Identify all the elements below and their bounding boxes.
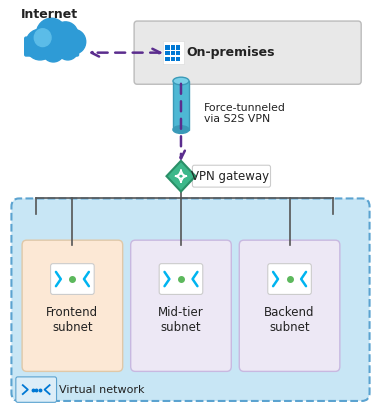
Circle shape [53,22,78,49]
FancyBboxPatch shape [171,45,175,50]
FancyBboxPatch shape [176,45,180,50]
FancyBboxPatch shape [51,264,94,294]
Text: Frontend
subnet: Frontend subnet [46,306,98,335]
Text: Mid-tier
subnet: Mid-tier subnet [158,306,204,335]
FancyBboxPatch shape [173,81,189,130]
Ellipse shape [173,77,189,85]
FancyBboxPatch shape [22,240,123,371]
Text: Force-tunneled
via S2S VPN: Force-tunneled via S2S VPN [204,102,286,124]
FancyBboxPatch shape [176,51,180,55]
FancyBboxPatch shape [24,36,79,57]
FancyBboxPatch shape [165,51,170,55]
FancyBboxPatch shape [163,41,184,64]
Text: Virtual network: Virtual network [59,385,144,394]
FancyBboxPatch shape [268,264,311,294]
FancyBboxPatch shape [171,57,175,61]
Text: Backend
subnet: Backend subnet [264,306,315,335]
FancyBboxPatch shape [134,21,361,84]
FancyBboxPatch shape [165,57,170,61]
Circle shape [42,38,65,62]
FancyBboxPatch shape [159,264,203,294]
Circle shape [34,29,51,47]
FancyBboxPatch shape [176,57,180,61]
Circle shape [26,29,54,60]
FancyBboxPatch shape [11,198,370,401]
Circle shape [63,30,86,54]
Text: VPN gateway: VPN gateway [191,170,270,183]
FancyBboxPatch shape [239,240,340,371]
FancyBboxPatch shape [131,240,231,371]
Circle shape [36,18,67,51]
FancyBboxPatch shape [171,51,175,55]
FancyBboxPatch shape [192,165,271,187]
Text: On-premises: On-premises [187,46,275,59]
Ellipse shape [173,126,189,133]
Text: Internet: Internet [21,8,78,21]
Polygon shape [166,161,195,192]
FancyBboxPatch shape [16,377,56,402]
FancyBboxPatch shape [165,45,170,50]
Circle shape [57,37,78,60]
